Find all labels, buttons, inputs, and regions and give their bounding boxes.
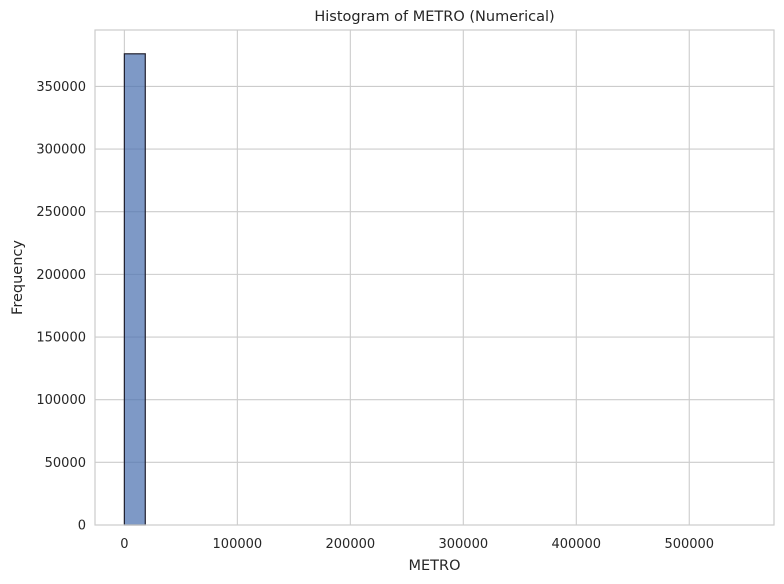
y-tick-label: 100000	[36, 393, 86, 408]
chart-title: Histogram of METRO (Numerical)	[314, 9, 554, 25]
y-tick-label: 50000	[45, 456, 86, 471]
x-tick-labels: 0 100000 200000 300000 400000 500000	[120, 537, 714, 552]
x-tick-label: 400000	[551, 537, 601, 552]
histogram-bar	[123, 53, 146, 526]
y-tick-label: 250000	[36, 205, 86, 220]
bars	[123, 53, 146, 526]
y-tick-label: 150000	[36, 331, 86, 346]
x-tick-label: 0	[120, 537, 128, 552]
y-tick-label: 200000	[36, 268, 86, 283]
x-axis-label: METRO	[408, 558, 460, 574]
x-tick-label: 200000	[326, 537, 376, 552]
x-tick-label: 500000	[664, 537, 714, 552]
y-tick-label: 300000	[36, 143, 86, 158]
x-tick-label: 100000	[213, 537, 263, 552]
y-axis-label: Frequency	[10, 240, 26, 315]
plot-area	[95, 30, 774, 525]
x-tick-label: 300000	[438, 537, 488, 552]
grid	[95, 30, 774, 525]
y-tick-label: 0	[78, 519, 86, 534]
plot-frame	[94, 29, 775, 526]
y-tick-labels: 0 50000 100000 150000 200000 250000 300000 3500…	[36, 80, 86, 534]
y-tick-label: 350000	[36, 80, 86, 95]
